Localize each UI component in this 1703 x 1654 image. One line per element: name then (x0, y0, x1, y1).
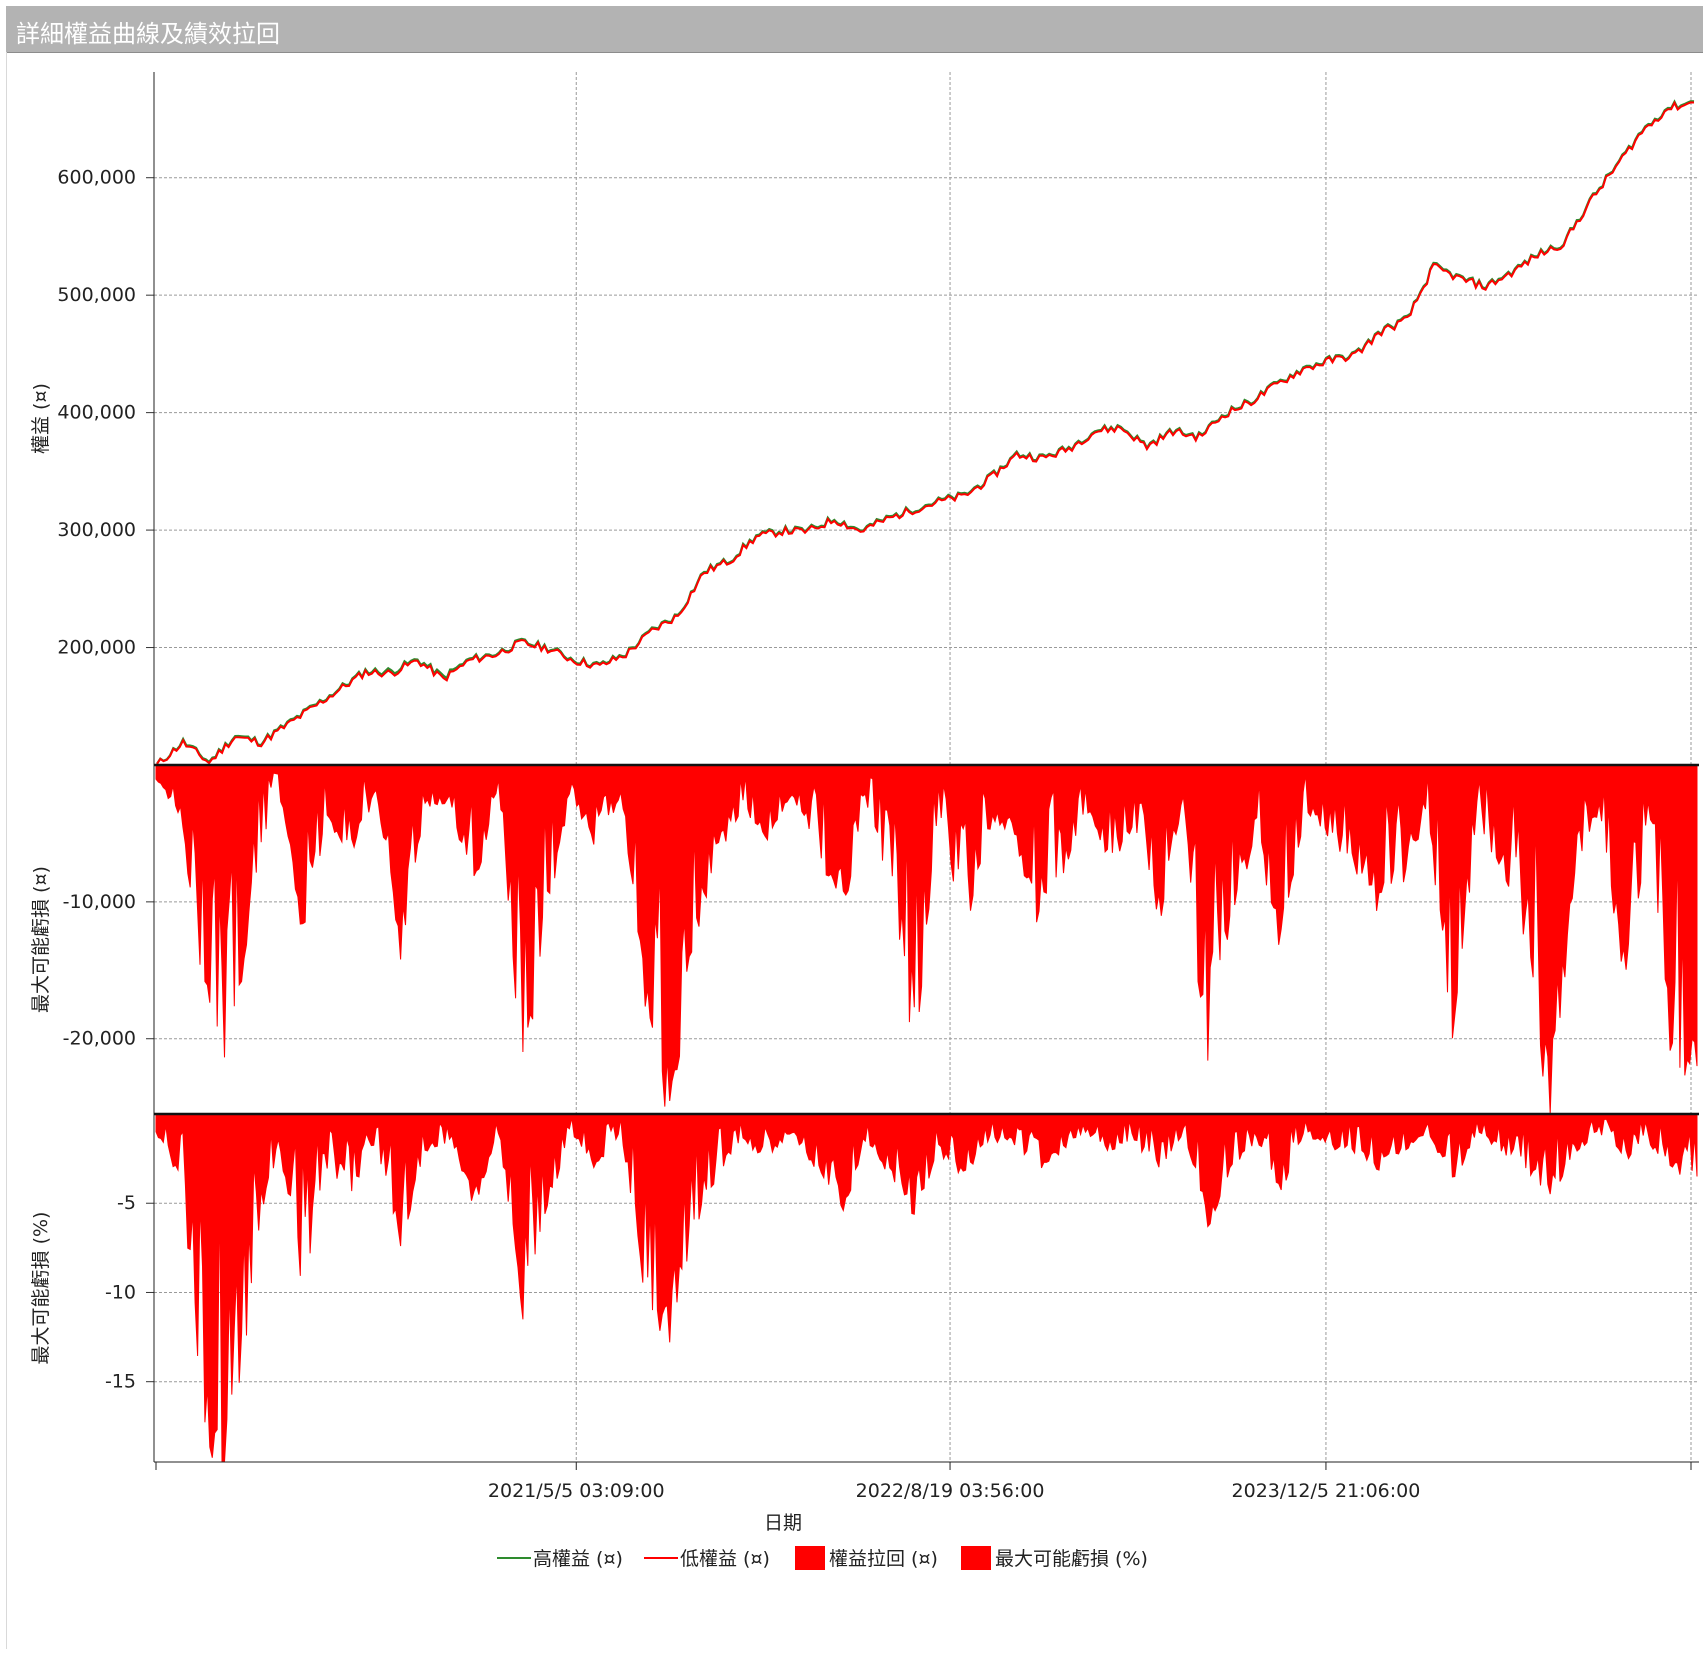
drawdown-percent-area (155, 1113, 1698, 1463)
y-tick-label: -10 (105, 1281, 136, 1303)
x-tick-label: 2022/8/19 03:56:00 (856, 1480, 1045, 1502)
y-tick-label: 400,000 (57, 402, 136, 424)
legend-label: 權益拉回 (¤) (829, 1548, 938, 1570)
x-tick-label: 2021/5/5 03:09:00 (488, 1480, 665, 1502)
x-axis-title: 日期 (764, 1512, 802, 1534)
x-tick-label: 2023/12/5 21:06:00 (1232, 1480, 1421, 1502)
y-tick-label: 300,000 (57, 519, 136, 541)
y-tick-label: -20,000 (63, 1028, 136, 1050)
legend-label: 最大可能虧損 (%) (995, 1548, 1148, 1570)
labels-layer: 200,000 300,000 400,000 500,000 600,000 權益 (¤… (30, 167, 1420, 1534)
legend-box-swatch (795, 1546, 825, 1570)
equity-high-line (156, 99, 1695, 765)
drawdown-amount-area (155, 764, 1698, 1115)
y-tick-label: -15 (105, 1371, 136, 1393)
y-axis-title: 最大可能虧損 (%) (30, 1212, 52, 1365)
y-axis-title: 權益 (¤) (30, 383, 52, 454)
y-tick-label: 600,000 (57, 167, 136, 189)
window-title: 詳細權益曲線及績效拉回 (16, 20, 280, 48)
y-tick-label: 500,000 (57, 284, 136, 306)
chart-legend: 高權益 (¤) 低權益 (¤) 權益拉回 (¤) 最大可能虧損 (%) (497, 1546, 1148, 1570)
chart-frame: 200,000 300,000 400,000 500,000 600,000 權益 (¤… (6, 52, 1703, 1649)
y-axis-title: 最大可能虧損 (¤) (30, 866, 52, 1013)
y-tick-label: 200,000 (57, 637, 136, 659)
legend-label: 低權益 (¤) (680, 1548, 770, 1570)
equity-low-line (156, 100, 1695, 765)
legend-label: 高權益 (¤) (533, 1548, 623, 1570)
y-tick-label: -5 (117, 1192, 136, 1214)
marks-layer (155, 99, 1698, 1463)
axes-layer (146, 72, 1699, 1470)
equity-drawdown-chart: 200,000 300,000 400,000 500,000 600,000 權益 (¤… (30, 72, 1699, 1570)
legend-box-swatch (961, 1546, 991, 1570)
title-bar: 詳細權益曲線及績效拉回 (6, 6, 1703, 53)
y-tick-label: -10,000 (63, 891, 136, 913)
